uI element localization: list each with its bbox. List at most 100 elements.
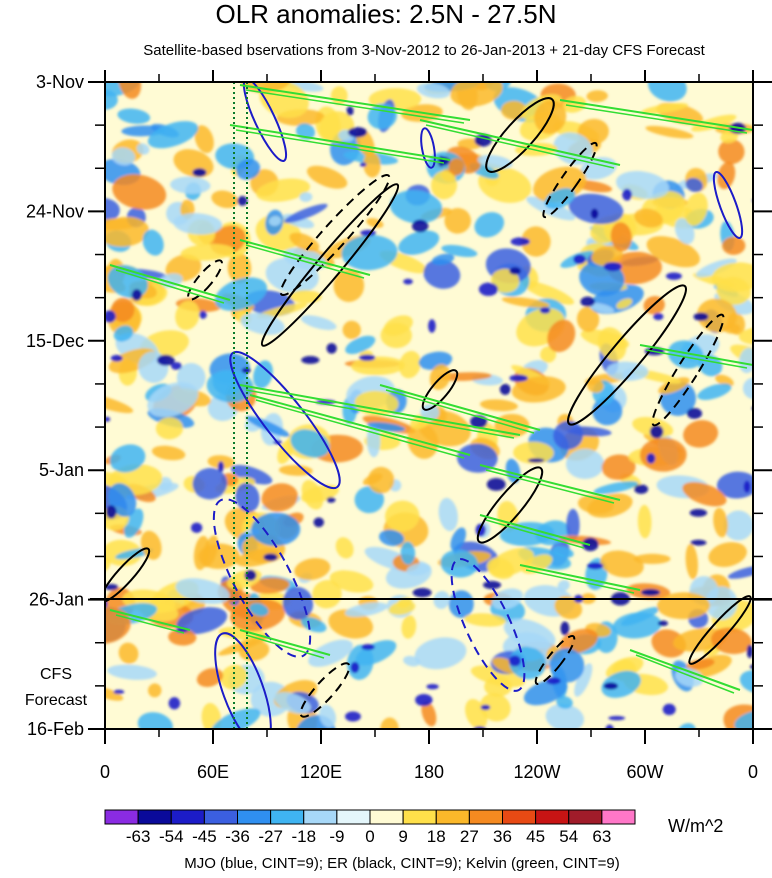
- colorbar-label-8: 9: [398, 827, 407, 846]
- mjo-contour: [214, 632, 272, 729]
- mjo-contour: [450, 558, 526, 692]
- colorbar-swatch-10: [435, 809, 470, 825]
- colorbar-swatch-4: [237, 809, 272, 825]
- kelvin-contour: [245, 389, 515, 439]
- kelvin-contour: [115, 614, 185, 634]
- overlay-legend-note: MJO (blue, CINT=9); ER (black, CINT=9); …: [184, 855, 620, 872]
- colorbar-label-14: 63: [592, 827, 611, 846]
- colorbar-swatch-2: [170, 809, 205, 825]
- x-tick-label-5: 60W: [626, 762, 663, 782]
- y-tick-label-2: 15-Dec: [26, 331, 84, 351]
- mjo-contour: [712, 170, 744, 240]
- chart-title: OLR anomalies: 2.5N - 27.5N: [215, 0, 556, 29]
- x-axis-longitude: 0 60E 120E 180 120W 60W 0: [100, 70, 758, 782]
- kelvin-contour: [425, 124, 615, 169]
- colorbar-label-1: -54: [159, 827, 184, 846]
- y-tick-label-0: 3-Nov: [36, 72, 84, 92]
- mjo-contour: [420, 127, 436, 169]
- colorbar-label-2: -45: [192, 827, 217, 846]
- olr-anomaly-field: [105, 82, 753, 729]
- y-tick-label-3: 5-Jan: [39, 460, 84, 480]
- kelvin-contour: [245, 634, 325, 659]
- mjo-contour: [229, 350, 341, 490]
- colorbar-swatch-15: [601, 809, 636, 825]
- colorbar-label-11: 36: [493, 827, 512, 846]
- forecast-label-line2: Forecast: [25, 692, 88, 709]
- y-tick-label-4: 26-Jan: [29, 590, 84, 610]
- kelvin-contour: [419, 119, 621, 166]
- er-contour: [534, 634, 576, 686]
- x-tick-label-2: 120E: [300, 762, 342, 782]
- colorbar-swatch-7: [336, 809, 371, 825]
- er-contour: [299, 662, 351, 718]
- colorbar-label-10: 27: [460, 827, 479, 846]
- kelvin-contour: [479, 464, 621, 501]
- kelvin-contour: [235, 129, 445, 164]
- kelvin-contour: [239, 84, 471, 121]
- kelvin-contour: [385, 389, 535, 434]
- kelvin-contour: [239, 629, 331, 656]
- chart-subtitle: Satellite-based bservations from 3-Nov-2…: [143, 42, 705, 59]
- er-contour: [476, 466, 544, 544]
- er-contour: [651, 313, 725, 427]
- kelvin-contour: [249, 394, 471, 456]
- colorbar-label-3: -36: [225, 827, 250, 846]
- colorbar-label-9: 18: [427, 827, 446, 846]
- colorbar-swatch-9: [402, 809, 437, 825]
- colorbar: -63 -54 -45 -36 -27 -18 -9 0 9 18 27 36 45 54 63: [104, 809, 636, 846]
- kelvin-contour: [245, 89, 465, 124]
- kelvin-contour: [479, 514, 591, 546]
- kelvin-contour: [239, 384, 521, 436]
- colorbar-label-12: 45: [526, 827, 545, 846]
- er-contour: [279, 174, 391, 296]
- colorbar-swatch-12: [502, 809, 537, 825]
- y-tick-label-1: 24-Nov: [26, 201, 84, 221]
- colorbar-swatch-1: [137, 809, 172, 825]
- y-axis-dates: 3-Nov 24-Nov 15-Dec 5-Jan 26-Jan 16-Feb: [26, 72, 772, 739]
- colorbar-swatch-8: [369, 809, 404, 825]
- colorbar-label-4: -27: [258, 827, 283, 846]
- er-contour: [421, 369, 459, 411]
- x-tick-label-3: 180: [414, 762, 444, 782]
- mjo-contour: [212, 498, 312, 658]
- y-tick-label-5: 16-Feb: [27, 719, 84, 739]
- field-blobs: [105, 82, 753, 729]
- wave-filter-contours: [105, 82, 753, 729]
- plot-area: [90, 81, 772, 730]
- kelvin-contour: [639, 344, 753, 366]
- colorbar-swatch-14: [568, 809, 603, 825]
- colorbar-label-7: 0: [365, 827, 374, 846]
- kelvin-contour: [109, 264, 231, 301]
- kelvin-contour: [519, 564, 641, 591]
- kelvin-contour: [565, 104, 748, 134]
- mjo-contour: [242, 82, 288, 163]
- colorbar-swatch-3: [203, 809, 238, 825]
- er-contour: [542, 141, 598, 219]
- kelvin-contour: [629, 649, 741, 691]
- er-contour: [187, 259, 223, 301]
- er-contour: [105, 547, 151, 603]
- colorbar-label-0: -63: [126, 827, 151, 846]
- er-contour: [260, 183, 400, 347]
- kelvin-contour: [115, 269, 225, 304]
- colorbar-swatch-13: [535, 809, 570, 825]
- er-contour: [567, 284, 687, 426]
- x-tick-label-6: 0: [748, 762, 758, 782]
- colorbar-swatch-0: [104, 809, 139, 825]
- x-tick-label-1: 60E: [197, 762, 229, 782]
- colorbar-label-6: -9: [329, 827, 344, 846]
- kelvin-contour: [255, 399, 465, 459]
- er-contour: [688, 595, 752, 665]
- x-tick-label-0: 0: [100, 762, 110, 782]
- kelvin-contour: [559, 99, 753, 131]
- colorbar-label-13: 54: [559, 827, 578, 846]
- kelvin-contour: [245, 244, 365, 279]
- colorbar-label-5: -18: [291, 827, 316, 846]
- colorbar-units: W/m^2: [668, 816, 723, 836]
- forecast-label-line1: CFS: [40, 666, 72, 683]
- kelvin-contour: [635, 654, 735, 694]
- kelvin-contour: [379, 384, 541, 431]
- kelvin-contour: [525, 569, 635, 594]
- colorbar-swatch-5: [270, 809, 305, 825]
